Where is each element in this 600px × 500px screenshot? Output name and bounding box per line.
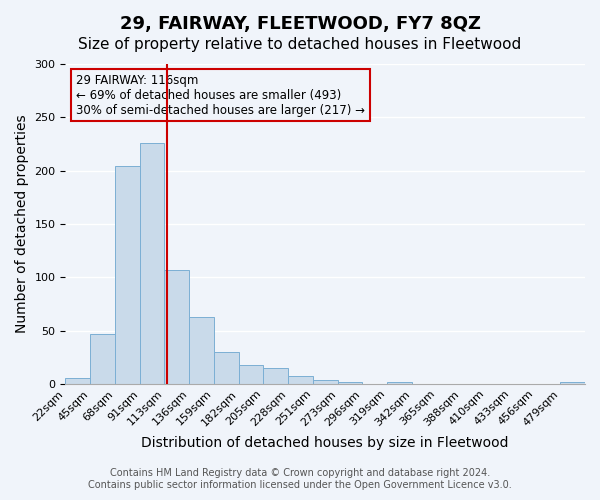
Bar bbox=[115, 166, 140, 384]
Bar bbox=[239, 364, 263, 384]
Y-axis label: Number of detached properties: Number of detached properties bbox=[15, 114, 29, 333]
Bar bbox=[313, 380, 338, 384]
Bar bbox=[164, 270, 189, 384]
Text: 29, FAIRWAY, FLEETWOOD, FY7 8QZ: 29, FAIRWAY, FLEETWOOD, FY7 8QZ bbox=[119, 15, 481, 33]
Bar bbox=[189, 316, 214, 384]
Bar bbox=[387, 382, 412, 384]
Text: Contains HM Land Registry data © Crown copyright and database right 2024.
Contai: Contains HM Land Registry data © Crown c… bbox=[88, 468, 512, 490]
Bar bbox=[65, 378, 90, 384]
X-axis label: Distribution of detached houses by size in Fleetwood: Distribution of detached houses by size … bbox=[142, 436, 509, 450]
Text: 29 FAIRWAY: 116sqm
← 69% of detached houses are smaller (493)
30% of semi-detach: 29 FAIRWAY: 116sqm ← 69% of detached hou… bbox=[76, 74, 365, 116]
Bar bbox=[288, 376, 313, 384]
Bar bbox=[338, 382, 362, 384]
Bar bbox=[140, 143, 164, 384]
Bar bbox=[90, 334, 115, 384]
Bar bbox=[214, 352, 239, 384]
Bar bbox=[560, 382, 585, 384]
Text: Size of property relative to detached houses in Fleetwood: Size of property relative to detached ho… bbox=[79, 38, 521, 52]
Bar bbox=[263, 368, 288, 384]
